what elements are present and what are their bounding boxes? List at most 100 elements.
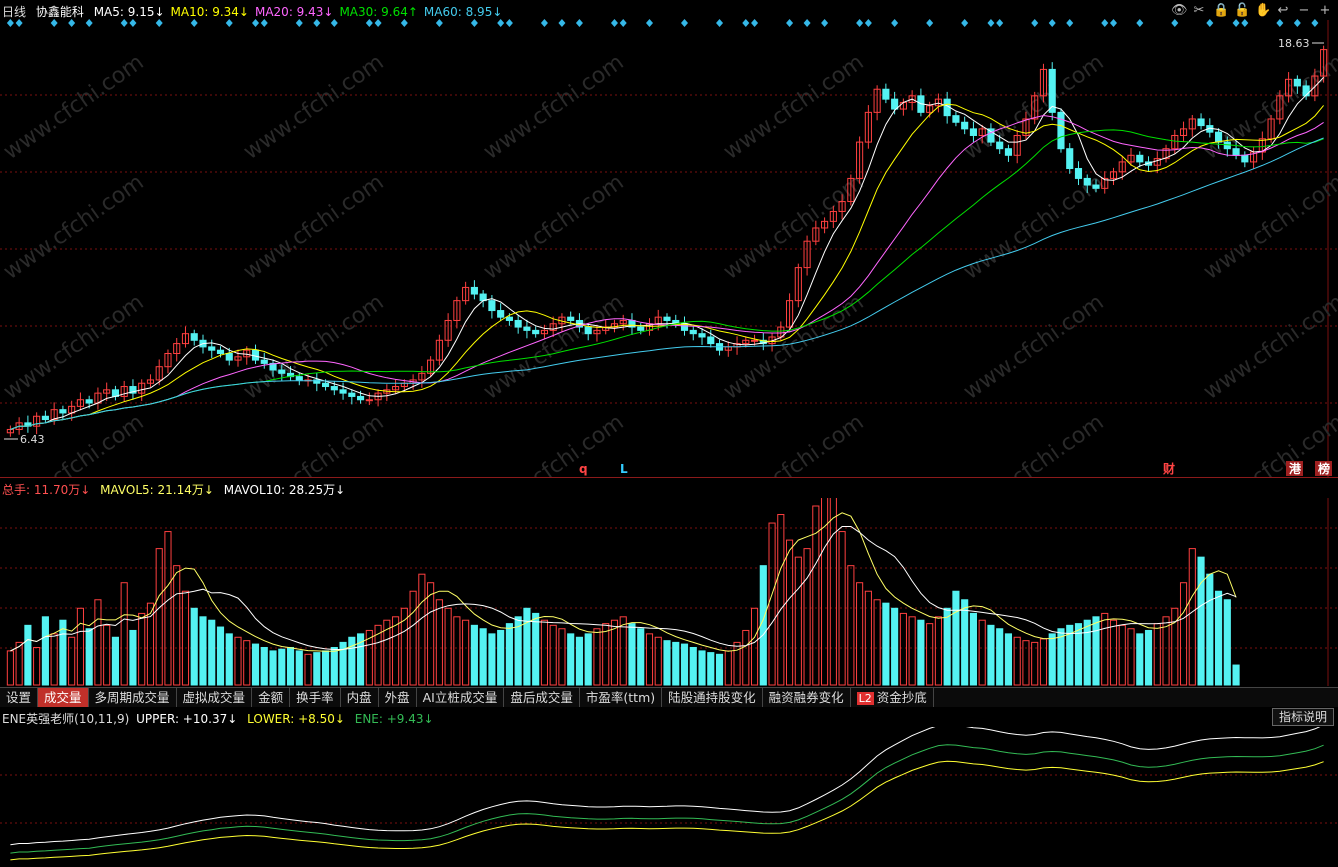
watermark-text: www.cfchi.com	[719, 170, 868, 285]
tab-2[interactable]: 多周期成交量	[89, 688, 177, 707]
volume-bar	[645, 633, 654, 686]
volume-bar	[619, 616, 627, 686]
candle-body	[435, 339, 443, 361]
volume-bar	[190, 607, 198, 686]
volume-bar	[286, 646, 295, 686]
candle-body	[208, 346, 216, 351]
hand-icon[interactable]: ✋	[1255, 3, 1272, 18]
volume-bar	[934, 616, 942, 686]
ene-name: ENE英强老师(10,11,9)	[2, 712, 130, 726]
signal-diamond	[1110, 19, 1118, 27]
candle-body	[1031, 95, 1039, 120]
eye-icon[interactable]: 👁	[1171, 3, 1188, 18]
volume-bar	[278, 648, 286, 686]
volume-bar	[76, 607, 84, 686]
candle-body	[882, 88, 890, 100]
volume-bar	[575, 636, 584, 686]
candle-body	[321, 382, 330, 388]
tab-1[interactable]: 成交量	[38, 688, 89, 707]
minus-icon[interactable]: −	[1298, 3, 1310, 18]
candle-body	[742, 339, 750, 345]
volume-bar	[94, 599, 102, 686]
volume-bar	[1197, 556, 1205, 686]
price-chart-header: 日线 协鑫能科 MA5: 9.15↓ MA10: 9.34↓ MA20: 9.43↓…	[2, 3, 514, 20]
undo-icon[interactable]: ↩	[1277, 3, 1289, 18]
signal-diamond	[645, 19, 653, 27]
tab-0[interactable]: 设置	[0, 688, 39, 707]
event-marker-bg	[1315, 461, 1332, 476]
volume-bar	[663, 640, 671, 686]
volume-bar	[768, 522, 776, 686]
candle-body	[1004, 148, 1013, 156]
watermark-text: www.cfchi.com	[239, 170, 388, 285]
ene-chart[interactable]	[0, 727, 1338, 867]
candle-body	[76, 399, 84, 407]
scissors-icon[interactable]: ✂	[1193, 3, 1205, 18]
volume-bar	[435, 599, 443, 686]
tab-6[interactable]: 内盘	[341, 688, 379, 707]
candle-body	[225, 352, 233, 361]
candle-body	[794, 267, 802, 302]
candle-body	[532, 329, 540, 335]
plus-icon[interactable]: +	[1319, 3, 1331, 18]
signal-diamond	[1048, 19, 1056, 27]
signal-diamond	[1276, 19, 1284, 27]
signal-diamond	[225, 19, 233, 27]
volume-bar	[908, 616, 916, 686]
candle-body	[1188, 118, 1196, 130]
candle-body	[1127, 154, 1135, 163]
mavol5-label: MAVOL5: 21.14万↓	[100, 483, 214, 497]
candle-body	[567, 316, 575, 321]
candle-body	[1276, 95, 1284, 120]
watermark-text: www.cfchi.com	[719, 290, 868, 405]
candle-body	[821, 220, 829, 229]
tab-7[interactable]: 外盘	[379, 688, 417, 707]
tab-9[interactable]: 盘后成交量	[504, 688, 580, 707]
candle-body	[584, 326, 592, 335]
tab-8[interactable]: AI立桩成交量	[417, 688, 505, 707]
ene-lower-label: LOWER: +8.50↓	[247, 712, 345, 726]
candle-body	[1179, 128, 1188, 136]
candle-body	[593, 329, 601, 335]
candle-body	[786, 300, 794, 328]
ma-label-4: MA60: 8.95↓	[423, 5, 503, 19]
tab-12[interactable]: 融资融券变化	[763, 688, 851, 707]
lock-open-icon[interactable]: 🔓	[1234, 3, 1251, 18]
period-label[interactable]: 日线	[2, 5, 27, 19]
tab-11[interactable]: 陆股通持股变化	[662, 688, 763, 707]
tab-13[interactable]: L2 资金抄底	[851, 688, 934, 707]
volume-bar	[1214, 590, 1223, 686]
signal-diamond	[891, 19, 899, 27]
ma-label-2: MA20: 9.43↓	[254, 5, 334, 19]
candle-body	[750, 339, 759, 342]
tab-10[interactable]: 市盈率(ttm)	[580, 688, 663, 707]
signal-diamond	[313, 19, 321, 27]
candle-body	[873, 88, 881, 113]
volume-bar	[33, 646, 41, 686]
tab-5[interactable]: 换手率	[290, 688, 341, 707]
watermark-text: www.cfchi.com	[479, 410, 628, 478]
candle-body	[1197, 118, 1205, 127]
indicator-explain-button[interactable]: 指标说明	[1271, 708, 1334, 726]
tab-4[interactable]: 金额	[252, 688, 291, 707]
candlestick-chart[interactable]: www.cfchi.com www.cfchi.com www.cfchi.com w…	[0, 0, 1338, 478]
candle-body	[1048, 68, 1056, 113]
volume-chart[interactable]	[0, 498, 1338, 686]
signal-diamond	[1101, 19, 1109, 27]
candle-body	[1285, 78, 1293, 97]
watermark-text: www.cfchi.com	[959, 170, 1108, 285]
lock-icon[interactable]: 🔒	[1213, 3, 1230, 18]
candle-body	[891, 98, 899, 110]
candle-body	[838, 201, 846, 212]
signal-diamond	[330, 19, 338, 27]
ma-line-5	[10, 76, 1324, 430]
ene-lower-line	[10, 760, 1324, 861]
tab-3[interactable]: 虚拟成交量	[177, 688, 253, 707]
watermark-text: www.cfchi.com	[1199, 290, 1338, 405]
volume-bar	[1232, 664, 1240, 686]
volume-bar	[672, 641, 680, 686]
event-marker-4: 榜	[1318, 461, 1330, 476]
volume-bar	[50, 633, 58, 686]
volume-bar	[961, 599, 969, 686]
volume-bar	[996, 628, 1004, 686]
